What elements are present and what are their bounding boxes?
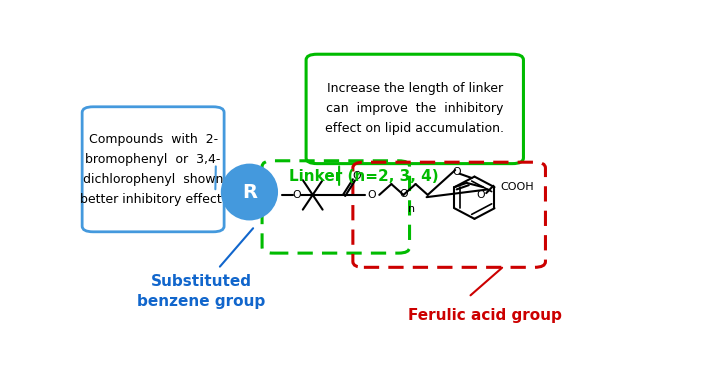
Ellipse shape (221, 163, 278, 220)
FancyBboxPatch shape (306, 54, 523, 163)
Text: O: O (352, 170, 361, 180)
Text: Ferulic acid group: Ferulic acid group (408, 308, 562, 323)
Text: COOH: COOH (501, 182, 535, 192)
Text: O: O (293, 190, 301, 200)
FancyBboxPatch shape (82, 107, 224, 232)
Text: Compounds  with  2-
bromophenyl  or  3,4-
dichlorophenyl  shown
better inhibitor: Compounds with 2- bromophenyl or 3,4- di… (80, 133, 226, 206)
Text: Increase the length of linker
can  improve  the  inhibitory
effect on lipid accu: Increase the length of linker can improv… (325, 82, 504, 135)
Text: O: O (452, 167, 461, 177)
Text: n: n (408, 204, 415, 214)
Text: O: O (476, 190, 485, 200)
Text: Substituted
benzene group: Substituted benzene group (138, 274, 266, 309)
Text: O: O (367, 190, 376, 200)
Text: Linker (n=2, 3, 4): Linker (n=2, 3, 4) (289, 169, 439, 184)
Text: O: O (399, 189, 408, 199)
Text: R: R (242, 183, 257, 201)
